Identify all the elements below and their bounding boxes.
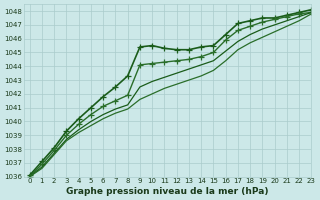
X-axis label: Graphe pression niveau de la mer (hPa): Graphe pression niveau de la mer (hPa) — [66, 187, 269, 196]
